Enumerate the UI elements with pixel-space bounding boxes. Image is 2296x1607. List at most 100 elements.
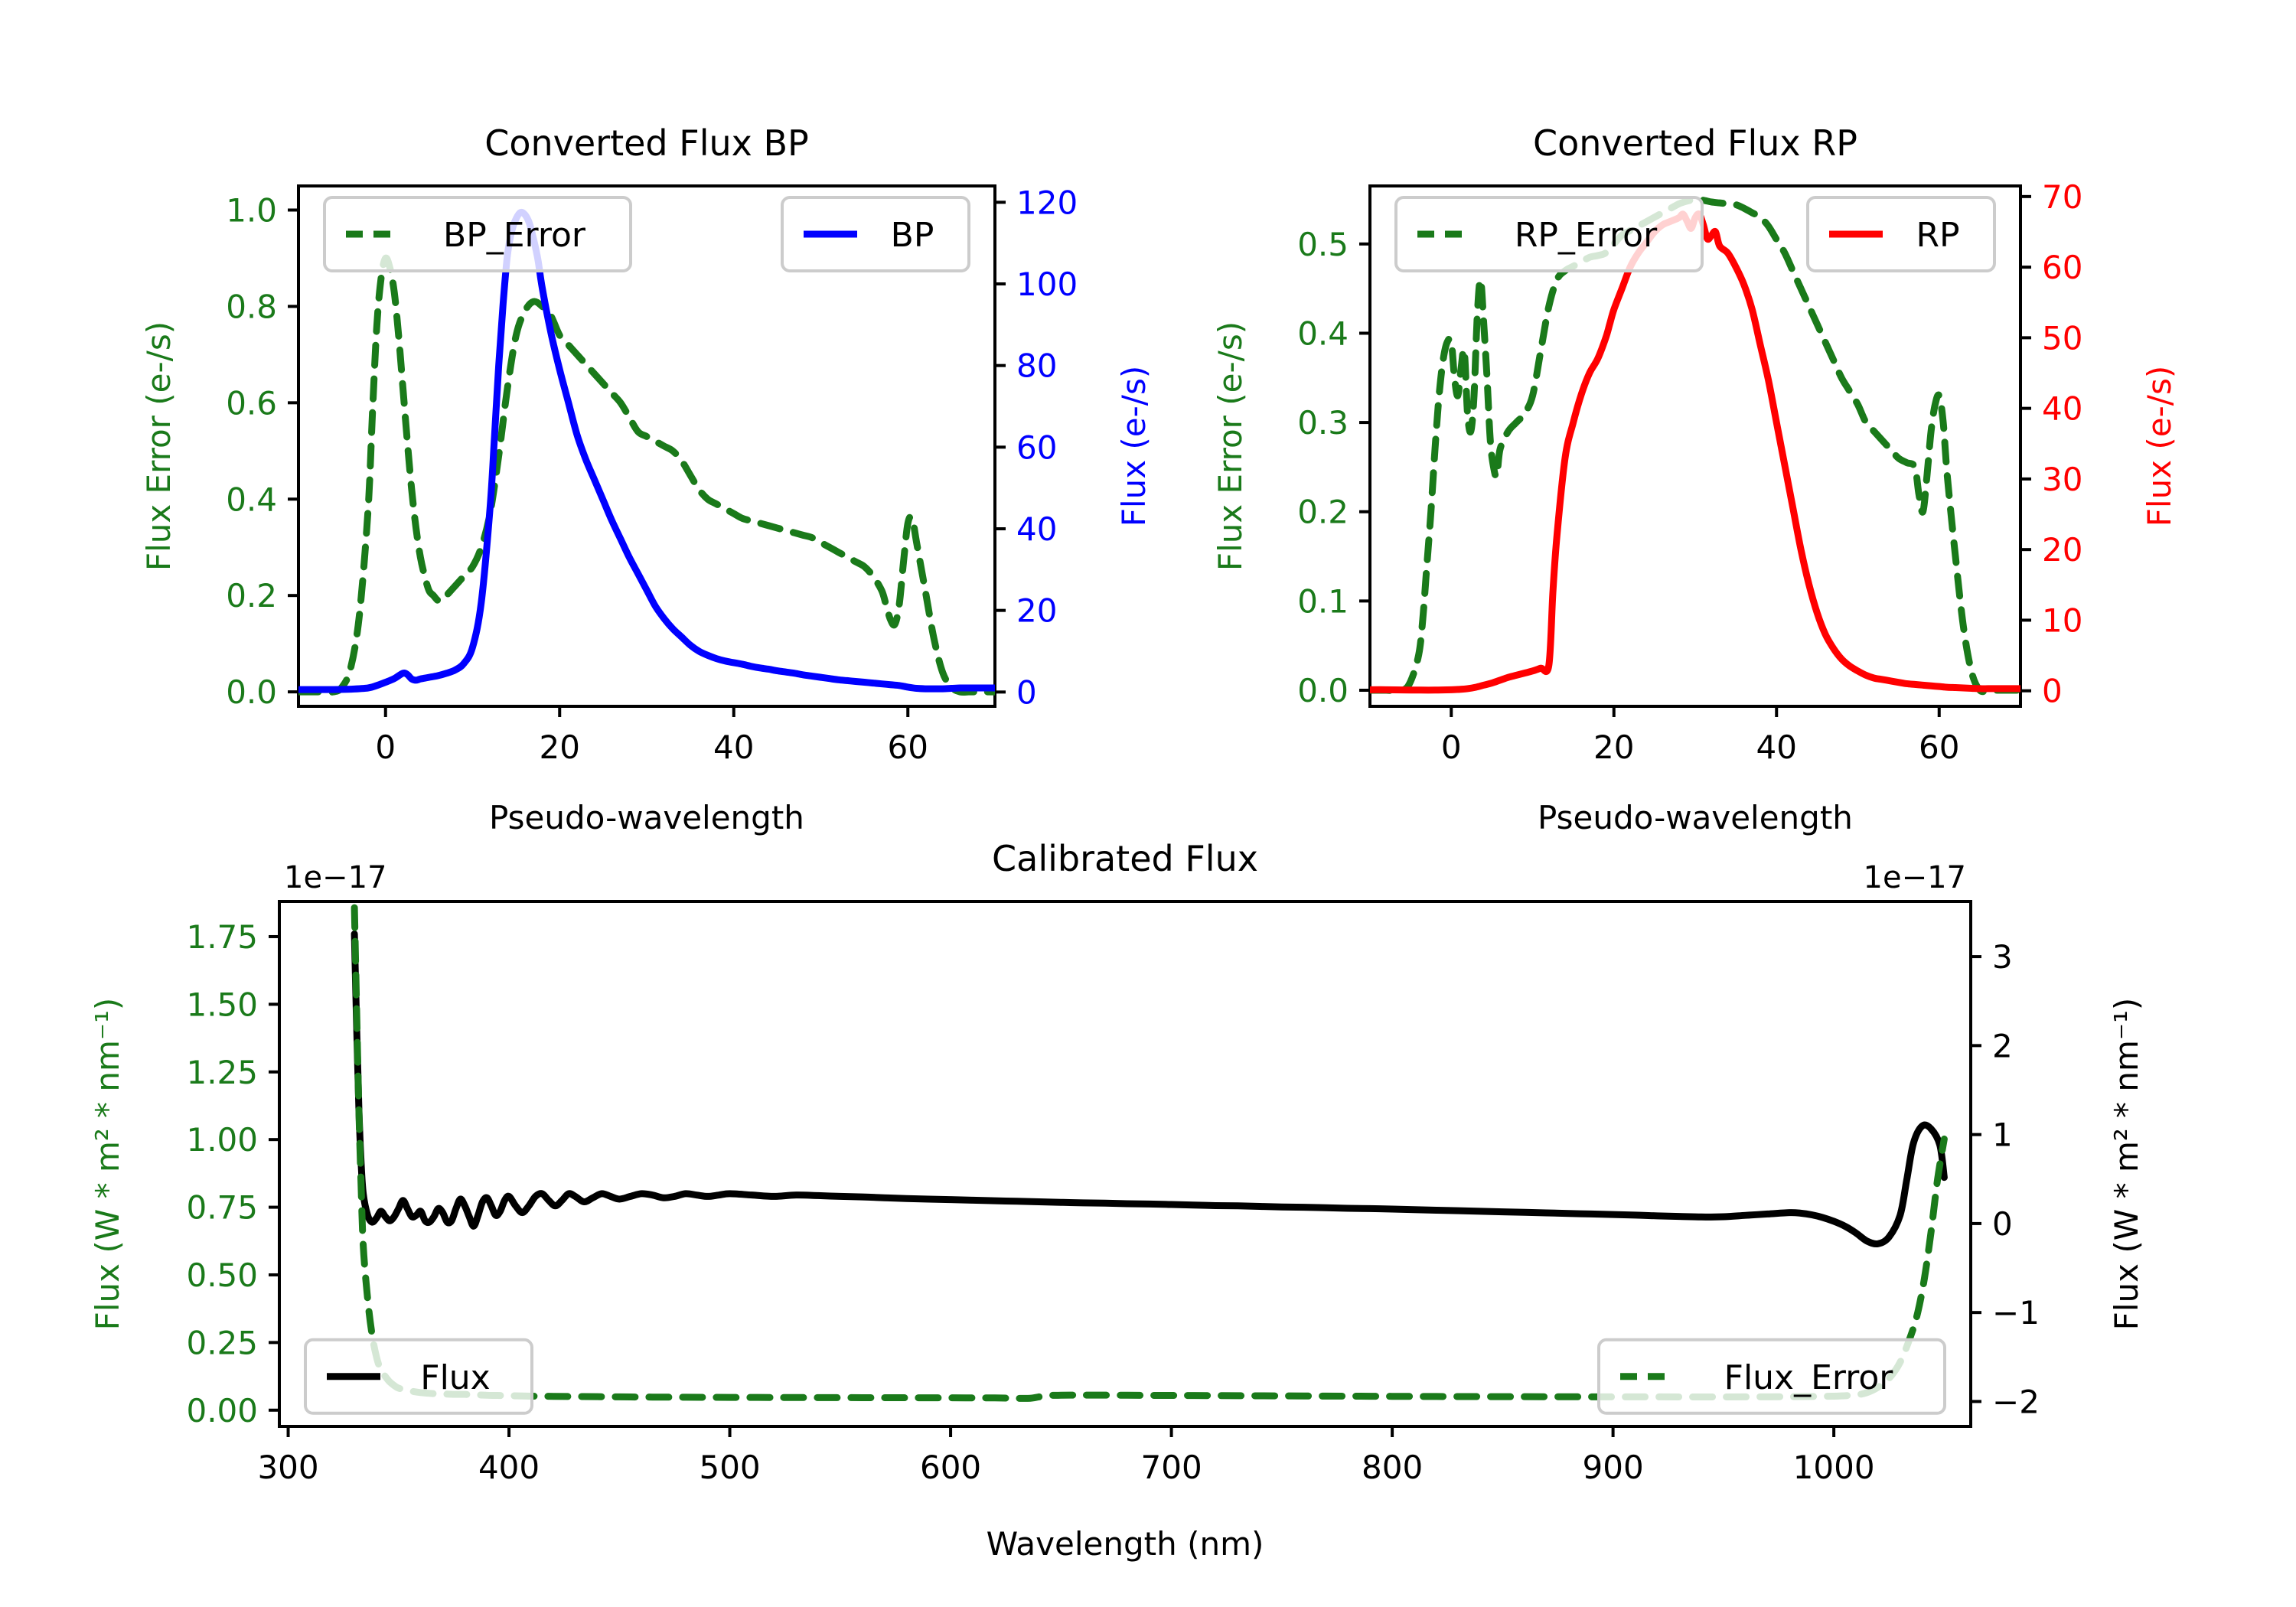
y-axis-label-left: Flux Error (e-/s) bbox=[1212, 321, 1249, 571]
x-tick-label: 40 bbox=[713, 729, 754, 766]
series-line-flux_error bbox=[351, 904, 1948, 1402]
legend-rp: RP bbox=[1806, 195, 1996, 272]
y-tick-label-right: 70 bbox=[2042, 178, 2082, 216]
x-tick-label: 0 bbox=[375, 729, 396, 766]
legend-box bbox=[1394, 195, 1704, 272]
chart-title: Calibrated Flux bbox=[992, 838, 1258, 879]
y-tick-label-right: 100 bbox=[1016, 266, 1078, 303]
y-tick-label-right: 20 bbox=[1016, 592, 1057, 630]
y-tick-label-left: 0.2 bbox=[1297, 494, 1349, 531]
series-line-flux bbox=[351, 930, 1948, 1248]
x-tick-label: 600 bbox=[920, 1449, 981, 1486]
x-tick-label: 900 bbox=[1583, 1449, 1644, 1486]
x-tick-label: 20 bbox=[540, 729, 580, 766]
y-tick-label-left: 0.2 bbox=[226, 577, 277, 614]
chart-title: Converted Flux RP bbox=[1533, 122, 1857, 164]
y-axis-label-right: Flux (e-/s) bbox=[1115, 366, 1153, 526]
legend-box bbox=[1806, 195, 1996, 272]
x-tick-label: 40 bbox=[1756, 729, 1797, 766]
y-tick-label-left: 0.0 bbox=[226, 673, 277, 711]
y-tick-label-right: 20 bbox=[2042, 531, 2082, 569]
y-axis-offset-right: 1e−17 bbox=[1864, 860, 1966, 895]
y-tick-label-right: 2 bbox=[1992, 1027, 2013, 1064]
legend-label-rp: RP bbox=[1916, 216, 1959, 255]
chart-panel-converted-flux-bp: Converted Flux BP 0 20 40 60 Pseudo-wavelengt… bbox=[69, 94, 1316, 875]
y-tick-label-left: 0.00 bbox=[186, 1392, 258, 1429]
chart-title: Converted Flux BP bbox=[484, 122, 809, 164]
y-axis-label-right: Flux (W * m² * nm⁻¹) bbox=[2108, 998, 2145, 1331]
y-tick-label-right: 30 bbox=[2042, 461, 2082, 498]
legend-bp_error: BP_Error bbox=[323, 195, 632, 272]
x-tick-label: 0 bbox=[1441, 729, 1462, 766]
y-tick-label-left: 1.25 bbox=[186, 1054, 258, 1091]
y-tick-label-left: 0.4 bbox=[1297, 315, 1349, 352]
x-tick-label: 300 bbox=[257, 1449, 318, 1486]
legend-label-bp_error: BP_Error bbox=[443, 216, 586, 255]
x-tick-label: 60 bbox=[1919, 729, 1959, 766]
y-tick-label-right: 60 bbox=[2042, 249, 2082, 286]
y-tick-label-left: 0.8 bbox=[226, 288, 277, 325]
legend-label-flux-error: Flux_Error bbox=[1724, 1358, 1894, 1397]
chart-panel-calibrated-flux: Calibrated Flux 1e−17 1e−17 300 400 500 600 700… bbox=[50, 810, 2292, 1595]
legend-bp: BP bbox=[781, 195, 970, 272]
legend-label-bp: BP bbox=[891, 216, 934, 255]
axes-frame bbox=[278, 900, 1972, 1428]
y-tick-label-right: 3 bbox=[1992, 938, 2013, 976]
y-tick-label-right: 1 bbox=[1992, 1116, 2013, 1154]
y-tick-label-left: 0.6 bbox=[226, 384, 277, 422]
legend-flux-error: Flux_Error bbox=[1597, 1338, 1946, 1415]
y-tick-label-left: 0.50 bbox=[186, 1257, 258, 1294]
chart-panel-converted-flux-rp: Converted Flux RP 0 20 40 60 Pseudo-wavelengt… bbox=[1140, 94, 2296, 875]
y-tick-label-right: −1 bbox=[1992, 1294, 2040, 1332]
legend-flux: Flux bbox=[304, 1338, 533, 1415]
legend-box bbox=[304, 1338, 533, 1415]
x-tick-label: 1000 bbox=[1793, 1449, 1875, 1486]
legend-box bbox=[323, 195, 632, 272]
y-axis-label-left: Flux (W * m² * nm⁻¹) bbox=[89, 998, 126, 1331]
y-tick-label-left: 1.50 bbox=[186, 986, 258, 1023]
y-tick-label-right: 80 bbox=[1016, 347, 1057, 385]
y-axis-offset-left: 1e−17 bbox=[284, 860, 386, 895]
legend-box bbox=[1597, 1338, 1946, 1415]
y-tick-label-right: 0 bbox=[1992, 1205, 2013, 1243]
y-tick-label-left: 0.25 bbox=[186, 1324, 258, 1361]
x-tick-label: 800 bbox=[1362, 1449, 1423, 1486]
y-tick-label-left: 0.5 bbox=[1297, 226, 1349, 263]
legend-box bbox=[781, 195, 970, 272]
y-tick-label-right: 60 bbox=[1016, 429, 1057, 466]
y-tick-label-right: 0 bbox=[1016, 673, 1037, 711]
series-line-rp_error bbox=[1370, 195, 2020, 696]
x-tick-label: 400 bbox=[478, 1449, 540, 1486]
legend-rp_error: RP_Error bbox=[1394, 195, 1704, 272]
y-tick-label-right: 10 bbox=[2042, 601, 2082, 639]
y-tick-label-right: −2 bbox=[1992, 1383, 2040, 1420]
y-axis-label-right: Flux (e-/s) bbox=[2141, 366, 2178, 526]
x-tick-label: 60 bbox=[888, 729, 928, 766]
y-tick-label-left: 0.3 bbox=[1297, 404, 1349, 442]
legend-label-rp_error: RP_Error bbox=[1515, 216, 1658, 255]
y-tick-label-left: 0.75 bbox=[186, 1189, 258, 1227]
axes-frame bbox=[1368, 184, 2022, 708]
x-axis-label: Wavelength (nm) bbox=[987, 1525, 1264, 1563]
legend-label-flux: Flux bbox=[420, 1358, 490, 1397]
y-tick-label-left: 0.0 bbox=[1297, 672, 1349, 709]
y-tick-label-left: 1.75 bbox=[186, 918, 258, 956]
x-tick-label: 20 bbox=[1593, 729, 1634, 766]
y-tick-label-left: 1.00 bbox=[186, 1121, 258, 1159]
series-line-bp_error bbox=[298, 254, 995, 696]
series-line-rp bbox=[1370, 210, 2020, 694]
x-axis-label: Pseudo-wavelength bbox=[489, 799, 804, 836]
x-tick-label: 500 bbox=[699, 1449, 760, 1486]
series-line-bp bbox=[298, 208, 995, 693]
y-tick-label-right: 0 bbox=[2042, 673, 2063, 710]
y-tick-label-left: 0.4 bbox=[226, 481, 277, 518]
y-tick-label-right: 40 bbox=[1016, 510, 1057, 548]
y-tick-label-right: 120 bbox=[1016, 184, 1078, 221]
y-tick-label-right: 40 bbox=[2042, 390, 2082, 428]
y-tick-label-left: 0.1 bbox=[1297, 582, 1349, 620]
x-tick-label: 700 bbox=[1141, 1449, 1202, 1486]
y-tick-label-left: 1.0 bbox=[226, 191, 277, 229]
x-axis-label: Pseudo-wavelength bbox=[1538, 799, 1853, 836]
y-tick-label-right: 50 bbox=[2042, 319, 2082, 357]
